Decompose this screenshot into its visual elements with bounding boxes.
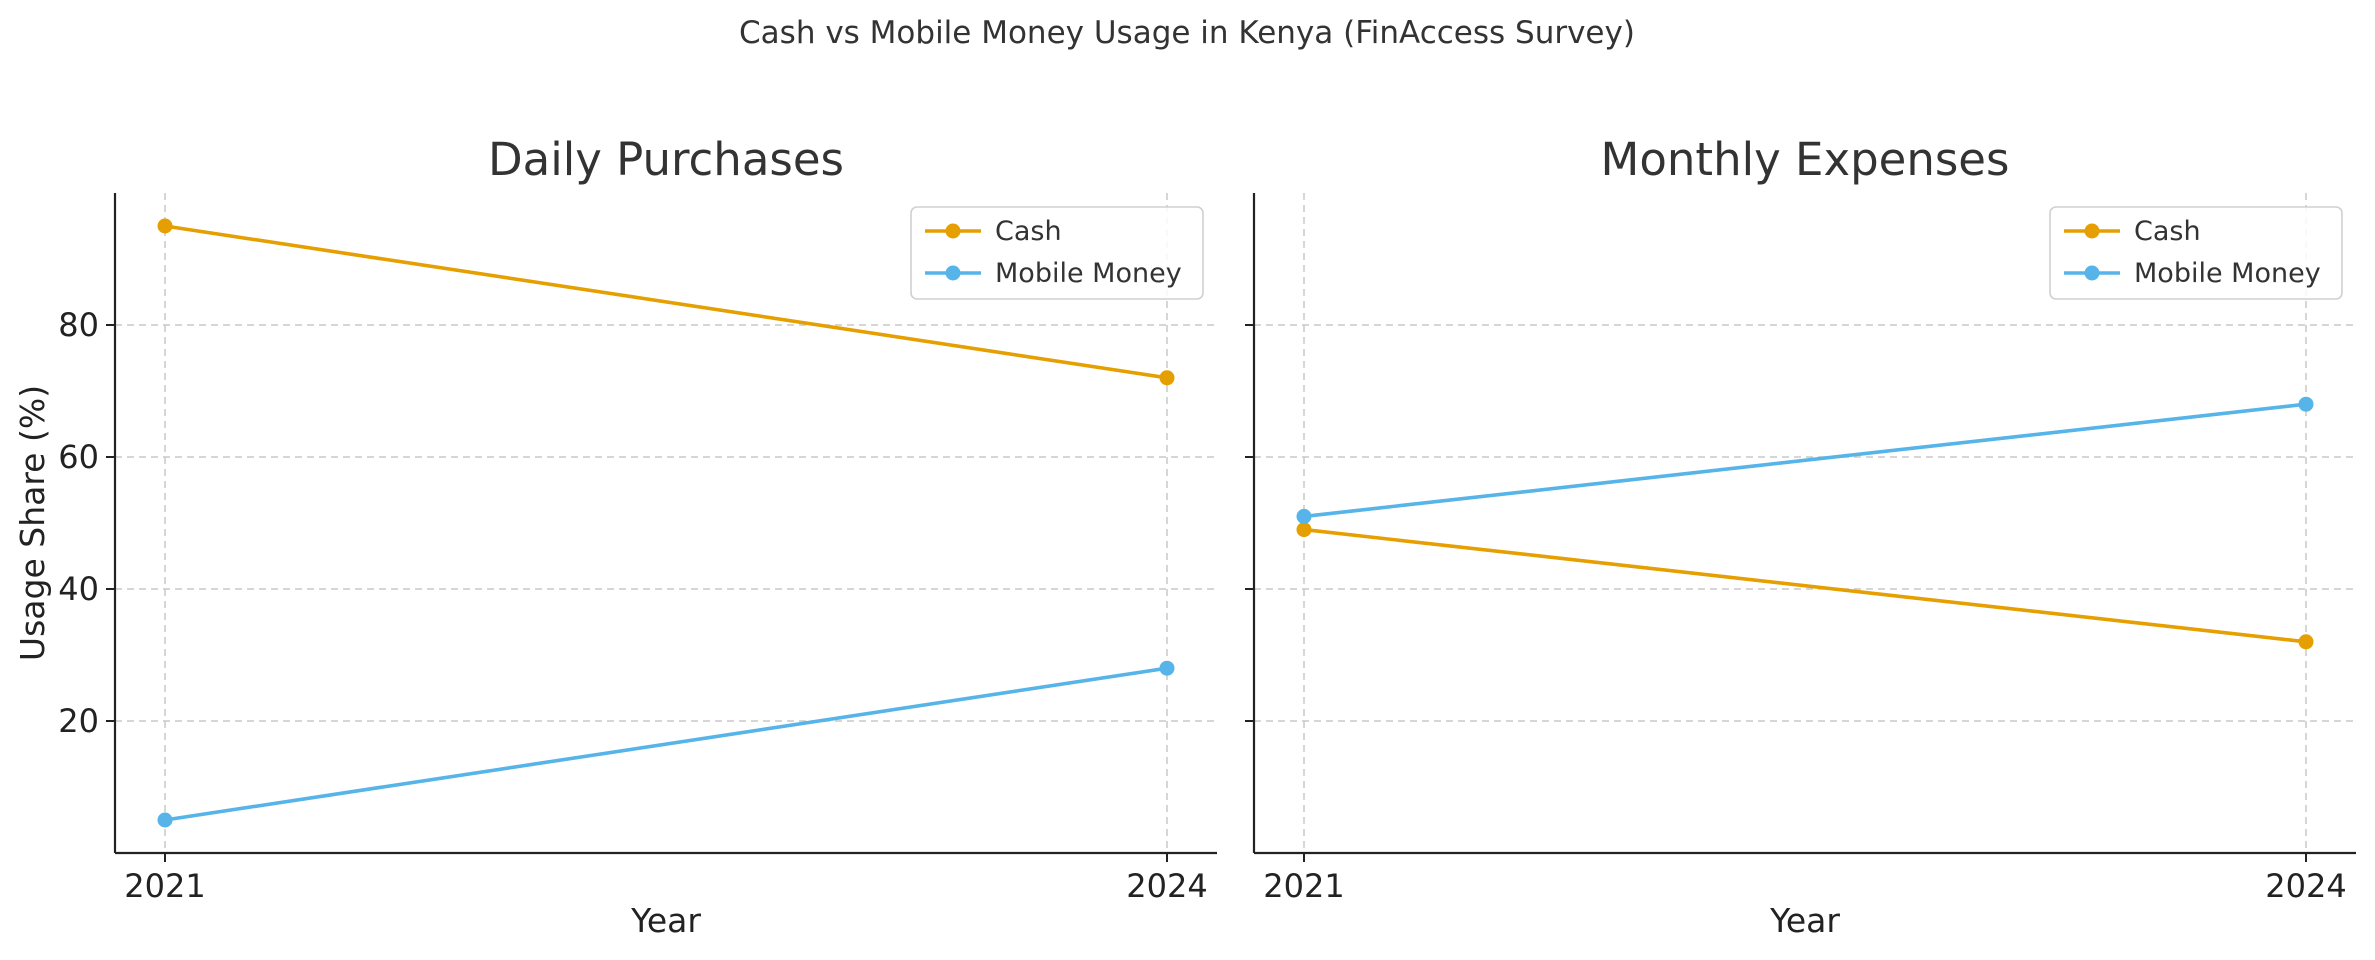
panel-2-point-mobile-money-2024 bbox=[2298, 396, 2314, 412]
panel-1-legend-marker-cash bbox=[945, 223, 961, 239]
panel-2-xtick-label-2024: 2024 bbox=[2265, 867, 2346, 905]
panel-1-title: Daily Purchases bbox=[488, 133, 844, 186]
panel-1-ylabel: Usage Share (%) bbox=[13, 385, 52, 661]
panel-2-xtick-label-2021: 2021 bbox=[1263, 867, 1344, 905]
panel-1-series-line-cash bbox=[163, 224, 1169, 380]
panel-2-series-line-mobile-money bbox=[1302, 402, 2308, 519]
panel-1-point-mobile-money-2021 bbox=[157, 812, 173, 828]
panel-1-point-cash-2021 bbox=[157, 218, 173, 234]
panel-1-ytick-label-20: 20 bbox=[58, 702, 99, 740]
panel-1-ytick-label-80: 80 bbox=[58, 306, 99, 344]
panel-2-point-mobile-money-2021 bbox=[1296, 508, 1312, 524]
panel-2-legend-label-cash: Cash bbox=[2134, 216, 2201, 247]
panel-1-xtick-label-2024: 2024 bbox=[1126, 867, 1207, 905]
panel-2-legend-marker-mobile-money bbox=[2084, 265, 2100, 281]
panel-1-legend bbox=[910, 206, 1204, 300]
figure-title: Cash vs Mobile Money Usage in Kenya (Fin… bbox=[739, 15, 1635, 51]
panel-1-point-cash-2024 bbox=[1159, 370, 1175, 386]
panel-2-title: Monthly Expenses bbox=[1601, 133, 2010, 186]
panel-2-legend-label-mobile-money: Mobile Money bbox=[2134, 258, 2321, 289]
panel-2-series-line-cash bbox=[1302, 527, 2308, 644]
panel-1-xlabel: Year bbox=[630, 901, 701, 940]
panel-1-ytick-label-40: 40 bbox=[58, 570, 99, 608]
panel-2-point-cash-2021 bbox=[1296, 522, 1312, 538]
panel-1-series-line-mobile-money bbox=[163, 666, 1169, 822]
panel-1-legend-label-cash: Cash bbox=[995, 216, 1062, 247]
panel-2-legend bbox=[2049, 206, 2343, 300]
panel-2-legend-marker-cash bbox=[2084, 223, 2100, 239]
panel-2-xlabel: Year bbox=[1769, 901, 1840, 940]
panel-1-xtick-label-2021: 2021 bbox=[124, 867, 205, 905]
panel-1-legend-label-mobile-money: Mobile Money bbox=[995, 258, 1182, 289]
panel-1-ytick-label-60: 60 bbox=[58, 438, 99, 476]
panel-1-legend-marker-mobile-money bbox=[945, 265, 961, 281]
panel-1-point-mobile-money-2024 bbox=[1159, 660, 1175, 676]
panel-2-point-cash-2024 bbox=[2298, 634, 2314, 650]
